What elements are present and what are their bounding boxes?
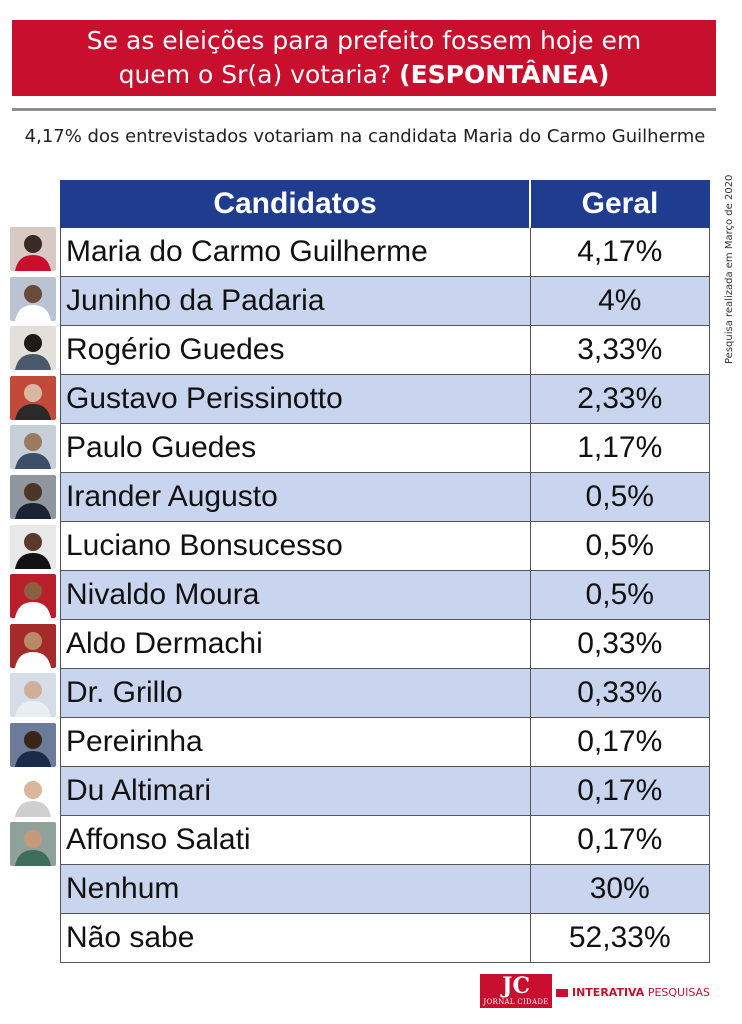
table-row: Affonso Salati 0,17% xyxy=(60,815,710,865)
poll-subtitle: 4,17% dos entrevistados votariam na cand… xyxy=(24,126,706,147)
poll-type-label: (ESPONTÂNEA) xyxy=(399,60,610,89)
table-row: Dr. Grillo 0,33% xyxy=(60,668,710,718)
candidate-photo xyxy=(10,723,56,767)
jornal-cidade-logo: JC JORNAL CIDADE xyxy=(480,974,552,1008)
candidate-photo xyxy=(10,524,56,569)
candidate-name: Gustavo Perissinotto xyxy=(60,374,531,424)
candidate-photo xyxy=(10,623,56,668)
table-row: Gustavo Perissinotto 2,33% xyxy=(60,374,710,424)
candidate-name: Aldo Dermachi xyxy=(60,619,531,669)
column-header-total: Geral xyxy=(529,180,710,228)
table-row: Luciano Bonsucesso 0,5% xyxy=(60,521,710,571)
table-row: Irander Augusto 0,5% xyxy=(60,472,710,522)
logo-subtext: JORNAL CIDADE xyxy=(483,998,549,1006)
candidate-percentage: 1,17% xyxy=(529,423,710,473)
candidate-photo xyxy=(10,772,56,817)
candidate-name: Dr. Grillo xyxy=(60,668,531,718)
candidate-percentage: 52,33% xyxy=(529,913,710,963)
candidate-percentage: 4,17% xyxy=(529,227,710,277)
candidate-name: Nivaldo Moura xyxy=(60,570,531,620)
candidate-name: Rogério Guedes xyxy=(60,325,531,375)
poll-question-text: quem o Sr(a) votaria? xyxy=(118,60,392,89)
table-row: Maria do Carmo Guilherme 4,17% xyxy=(60,227,710,277)
candidate-percentage: 2,33% xyxy=(529,374,710,424)
divider-rule xyxy=(12,108,716,111)
candidate-percentage: 0,17% xyxy=(529,717,710,767)
column-header-candidates: Candidatos xyxy=(60,180,531,228)
poll-question-banner: Se as eleições para prefeito fossem hoje… xyxy=(12,20,716,96)
candidate-percentage: 3,33% xyxy=(529,325,710,375)
candidate-name: Maria do Carmo Guilherme xyxy=(60,227,531,277)
table-row: Não sabe 52,33% xyxy=(60,913,710,963)
candidate-name: Paulo Guedes xyxy=(60,423,531,473)
table-row: Paulo Guedes 1,17% xyxy=(60,423,710,473)
table-row: Nivaldo Moura 0,5% xyxy=(60,570,710,620)
candidate-name: Luciano Bonsucesso xyxy=(60,521,531,571)
poll-question-line-2: quem o Sr(a) votaria? (ESPONTÂNEA) xyxy=(12,58,716,92)
candidate-percentage: 0,33% xyxy=(529,668,710,718)
candidate-percentage: 4% xyxy=(529,276,710,326)
candidate-name: Não sabe xyxy=(60,913,531,963)
candidate-percentage: 0,17% xyxy=(529,815,710,865)
candidate-name: Du Altimari xyxy=(60,766,531,816)
poll-question-line-1: Se as eleições para prefeito fossem hoje… xyxy=(86,26,642,55)
candidate-percentage: 0,33% xyxy=(529,619,710,669)
candidate-name: Affonso Salati xyxy=(60,815,531,865)
table-row: Juninho da Padaria 4% xyxy=(60,276,710,326)
table-row: Rogério Guedes 3,33% xyxy=(60,325,710,375)
poll-results-table: Candidatos Geral Maria do Carmo Guilherm… xyxy=(60,180,710,963)
brand-text: PESQUISAS xyxy=(647,986,711,999)
interativa-pesquisas-brand: INTERATIVA PESQUISAS xyxy=(556,986,710,999)
brand-square-icon xyxy=(556,989,568,997)
candidate-percentage: 0,5% xyxy=(529,521,710,571)
candidate-photo xyxy=(10,475,56,519)
candidate-photo xyxy=(10,425,56,470)
table-row: Pereirinha 0,17% xyxy=(60,717,710,767)
brand-bold-text: INTERATIVA xyxy=(572,986,645,999)
candidate-name: Pereirinha xyxy=(60,717,531,767)
candidate-percentage: 0,17% xyxy=(529,766,710,816)
candidate-percentage: 0,5% xyxy=(529,570,710,620)
candidate-percentage: 0,5% xyxy=(529,472,710,522)
candidate-photo xyxy=(10,822,56,867)
poll-table-body: Maria do Carmo Guilherme 4,17% Juninho da … xyxy=(60,227,710,963)
candidate-photo xyxy=(10,673,56,718)
candidate-photo xyxy=(10,326,56,371)
candidate-photo xyxy=(10,574,56,619)
table-row: Du Altimari 0,17% xyxy=(60,766,710,816)
candidate-percentage: 30% xyxy=(529,864,710,914)
candidate-photo xyxy=(10,227,56,271)
logo-text: JC xyxy=(502,973,530,999)
candidate-name: Irander Augusto xyxy=(60,472,531,522)
table-header-row: Candidatos Geral xyxy=(60,180,710,228)
table-row: Aldo Dermachi 0,33% xyxy=(60,619,710,669)
candidate-photo xyxy=(10,276,56,321)
candidate-name: Juninho da Padaria xyxy=(60,276,531,326)
candidate-photo xyxy=(10,375,56,420)
candidate-name: Nenhum xyxy=(60,864,531,914)
survey-date-note: Pesquisa realizada em Março de 2020 xyxy=(724,174,735,364)
table-row: Nenhum 30% xyxy=(60,864,710,914)
